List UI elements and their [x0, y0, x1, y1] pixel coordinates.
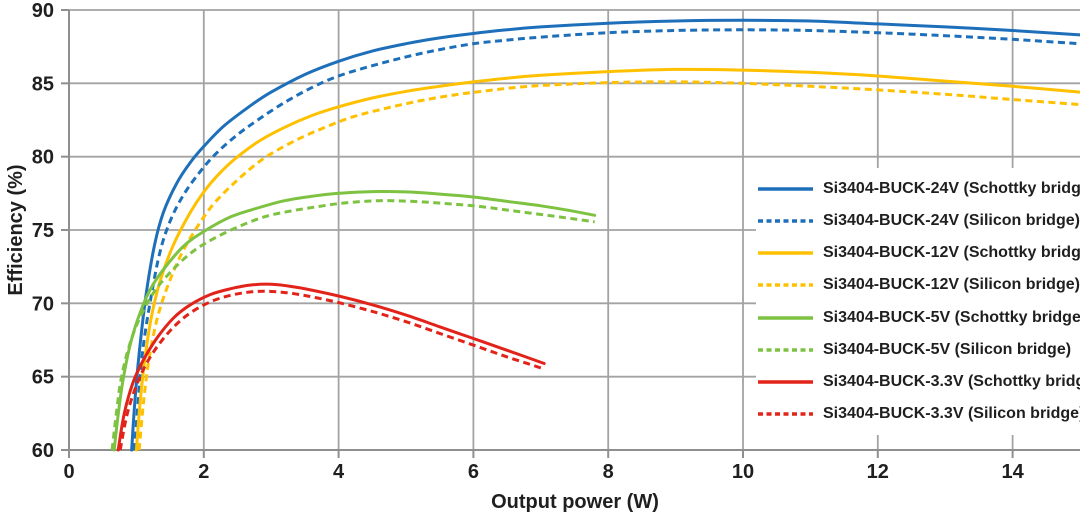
legend-swatch-dashed-line-icon — [758, 283, 813, 288]
tick-labels: 60 65 70 75 80 85 90 0 2 4 6 8 10 12 14 — [32, 0, 1025, 483]
y-tick-label-90: 90 — [32, 0, 54, 22]
legend-label: Si3404-BUCK-12V (Silicon bridge) — [823, 276, 1080, 294]
legend-swatch-dashed-line-icon — [758, 219, 813, 223]
legend-swatch-dashed-line-icon — [758, 347, 813, 352]
y-tick-label-70: 70 — [32, 293, 54, 315]
y-tick-label-80: 80 — [32, 147, 54, 169]
y-tick-label-60: 60 — [32, 440, 54, 462]
legend-swatch-solid-line-icon — [758, 187, 813, 191]
legend-item-1[interactable]: Si3404-BUCK-24V (Silicon bridge) — [758, 206, 1080, 236]
x-tick-label-2: 2 — [198, 461, 209, 483]
y-tick-label-65: 65 — [32, 367, 54, 389]
x-tick-label-12: 12 — [867, 461, 889, 483]
legend-swatch-solid-line-icon — [758, 380, 813, 384]
legend-swatch-solid-line-icon — [758, 315, 813, 320]
legend-item-6[interactable]: Si3404-BUCK-3.3V (Schottky bridge) — [758, 367, 1080, 397]
series-line-7 — [118, 289, 542, 451]
series-line-4 — [112, 189, 597, 452]
x-tick-label-6: 6 — [468, 461, 479, 483]
legend-swatch-solid-line-icon — [758, 251, 813, 256]
legend-item-0[interactable]: Si3404-BUCK-24V (Schottky bridge) — [758, 174, 1080, 204]
series-lines — [110, 18, 1080, 452]
legend-swatch-dashed-line-icon — [758, 412, 813, 416]
legend-label: Si3404-BUCK-5V (Silicon bridge) — [823, 340, 1072, 358]
legend-item-4[interactable]: Si3404-BUCK-5V (Schottky bridge) — [758, 303, 1080, 333]
legend-item-5[interactable]: Si3404-BUCK-5V (Silicon bridge) — [758, 335, 1080, 365]
series-line-1 — [132, 28, 1080, 451]
series-line-5 — [110, 199, 595, 451]
y-tick-label-75: 75 — [32, 220, 54, 242]
legend-item-3[interactable]: Si3404-BUCK-12V (Silicon bridge) — [758, 270, 1080, 300]
legend-label: Si3404-BUCK-3.3V (Schottky bridge) — [823, 372, 1080, 390]
y-tick-label-85: 85 — [32, 73, 54, 95]
x-tick-label-10: 10 — [732, 461, 754, 483]
legend-label: Si3404-BUCK-24V (Silicon bridge) — [823, 212, 1080, 230]
series-line-2 — [134, 67, 1080, 452]
series-line-0 — [130, 18, 1080, 452]
legend-item-7[interactable]: Si3404-BUCK-3.3V (Silicon bridge) — [758, 399, 1080, 429]
tick-marks — [61, 9, 1014, 458]
y-axis-title: Efficiency (%) — [5, 164, 27, 295]
x-tick-label-8: 8 — [603, 461, 614, 483]
series-line-6 — [116, 282, 546, 452]
legend-label: Si3404-BUCK-12V (Schottky bridge) — [823, 244, 1080, 262]
x-tick-label-4: 4 — [333, 461, 345, 483]
legend-label: Si3404-BUCK-3.3V (Silicon bridge) — [823, 404, 1080, 422]
legend-item-2[interactable]: Si3404-BUCK-12V (Schottky bridge) — [758, 238, 1080, 268]
x-tick-label-0: 0 — [63, 461, 74, 483]
legend-label: Si3404-BUCK-24V (Schottky bridge) — [823, 180, 1080, 197]
x-tick-label-14: 14 — [1001, 461, 1024, 483]
legend-label: Si3404-BUCK-5V (Schottky bridge) — [823, 308, 1080, 326]
x-axis-title: Output power (W) — [491, 491, 659, 513]
legend: Si3404-BUCK-24V (Schottky bridge) Si3404-… — [756, 168, 1080, 435]
